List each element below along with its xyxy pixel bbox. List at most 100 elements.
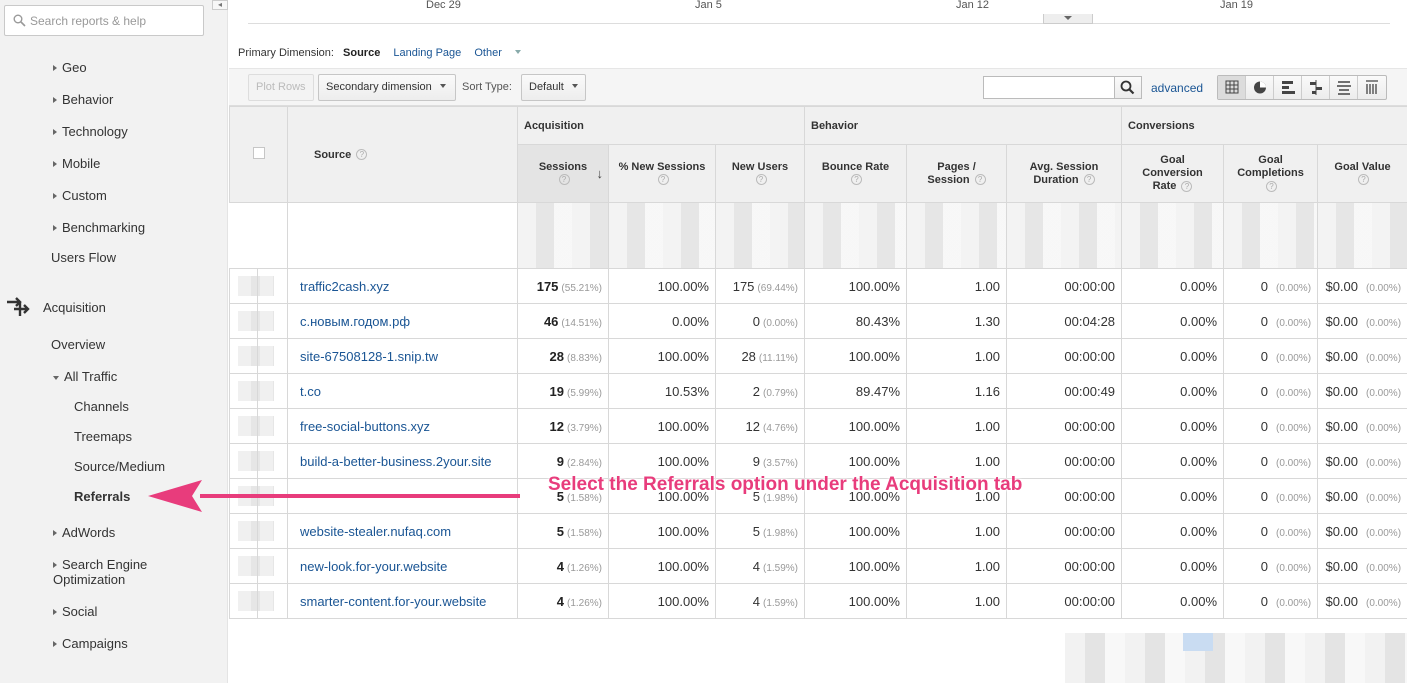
nav-item-channels[interactable]: Channels bbox=[74, 399, 129, 414]
term-cloud-view-button[interactable] bbox=[1330, 76, 1358, 99]
nav-item-social[interactable]: Social bbox=[53, 604, 97, 619]
select-all-cell[interactable] bbox=[229, 106, 288, 203]
help-icon[interactable]: ? bbox=[974, 174, 986, 186]
blurred-total bbox=[1224, 203, 1318, 268]
avg-duration-cell: 00:00:00 bbox=[1005, 513, 1123, 549]
help-icon[interactable]: ? bbox=[1358, 174, 1370, 186]
help-icon[interactable]: ? bbox=[1181, 180, 1193, 192]
blurred-checkbox bbox=[260, 591, 274, 611]
row-checkbox-cell[interactable] bbox=[257, 303, 288, 339]
timeline-chart: Dec 29 Jan 5 Jan 12 Jan 19 bbox=[248, 0, 1390, 24]
table-row[interactable]: 5 (1.58%) 100.00% 5 (1.98%) 100.00% 1.00 00:00:… bbox=[229, 478, 1407, 514]
nav-item-treemaps[interactable]: Treemaps bbox=[74, 429, 133, 444]
goal-completions-cell: 0 (0.00%) bbox=[1223, 303, 1319, 339]
nav-item-adwords[interactable]: AdWords bbox=[53, 525, 115, 540]
select-all-checkbox[interactable] bbox=[252, 147, 265, 159]
source-column-header[interactable]: Source ? bbox=[287, 106, 518, 203]
table-row[interactable]: site-67508128-1.snip.tw 28 (8.83%) 100.00% 2… bbox=[229, 338, 1407, 374]
summary-cell bbox=[1005, 202, 1123, 269]
collapse-sidebar-button[interactable]: ◂ bbox=[212, 0, 228, 10]
table-row[interactable]: free-social-buttons.xyz 12 (3.79%) 100.00% 1… bbox=[229, 408, 1407, 444]
nav-item-all-traffic[interactable]: All Traffic bbox=[53, 369, 117, 384]
row-checkbox-cell[interactable] bbox=[257, 408, 288, 444]
table-row[interactable]: smarter-content.for-your.website 4 (1.26%)… bbox=[229, 583, 1407, 619]
advanced-filter-link[interactable]: advanced bbox=[1151, 81, 1204, 95]
bounce-rate-column-header[interactable]: Bounce Rate? bbox=[804, 144, 907, 203]
row-index-cell bbox=[229, 583, 264, 619]
source-link[interactable]: site-67508128-1.snip.tw bbox=[287, 338, 518, 374]
dimension-other-dropdown[interactable]: Other bbox=[474, 47, 531, 59]
help-icon[interactable]: ? bbox=[657, 174, 669, 186]
help-icon[interactable]: ? bbox=[558, 174, 570, 186]
row-checkbox-cell[interactable] bbox=[257, 373, 288, 409]
nav-item-seo[interactable]: Search Engine Optimization bbox=[53, 557, 148, 587]
nav-item-geo[interactable]: Geo bbox=[53, 60, 87, 75]
goal-completions-cell: 0 (0.00%) bbox=[1223, 583, 1319, 619]
table-row[interactable]: с.новым.годом.рф 46 (14.51%) 0.00% 0 (0.00%) 8… bbox=[229, 303, 1407, 339]
plot-rows-button[interactable]: Plot Rows bbox=[248, 74, 314, 101]
row-checkbox-cell[interactable] bbox=[257, 443, 288, 479]
source-link[interactable]: t.co bbox=[287, 373, 518, 409]
source-link[interactable]: build-a-better-business.2your.site bbox=[287, 443, 518, 479]
goal-value-column-header[interactable]: Goal Value? bbox=[1317, 144, 1407, 203]
goal-conversion-rate-column-header[interactable]: Goal Conversion Rate ? bbox=[1121, 144, 1225, 203]
help-icon[interactable]: ? bbox=[1266, 180, 1278, 192]
table-filter-input[interactable] bbox=[983, 76, 1115, 99]
source-link[interactable]: new-look.for-your.website bbox=[287, 548, 518, 584]
avg-session-duration-column-header[interactable]: Avg. Session Duration ? bbox=[1005, 144, 1123, 203]
expand-icon bbox=[53, 97, 57, 103]
table-row[interactable]: build-a-better-business.2your.site 9 (2.84… bbox=[229, 443, 1407, 479]
help-icon[interactable]: ? bbox=[356, 149, 368, 161]
nav-item-custom[interactable]: Custom bbox=[53, 188, 107, 203]
table-row[interactable]: t.co 19 (5.99%) 10.53% 2 (0.79%) 89.47% 1.16 00:… bbox=[229, 373, 1407, 409]
table-filter-search-button[interactable] bbox=[1114, 76, 1142, 99]
nav-section-acquisition[interactable]: Acquisition bbox=[43, 300, 106, 315]
table-row[interactable]: website-stealer.nufaq.com 5 (1.58%) 100.00%… bbox=[229, 513, 1407, 549]
help-icon[interactable]: ? bbox=[1083, 174, 1095, 186]
new-users-column-header[interactable]: New Users? bbox=[715, 144, 805, 203]
pie-view-button[interactable] bbox=[1246, 76, 1274, 99]
compare-view-button[interactable] bbox=[1302, 76, 1330, 99]
dimension-landing-page[interactable]: Landing Page bbox=[393, 47, 462, 59]
goal-completions-column-header[interactable]: Goal Completions? bbox=[1223, 144, 1319, 203]
new-sessions-column-header[interactable]: % New Sessions? bbox=[608, 144, 716, 203]
table-row[interactable]: traffic2cash.xyz 175 (55.21%) 100.00% 175 (69… bbox=[229, 268, 1407, 304]
nav-item-benchmarking[interactable]: Benchmarking bbox=[53, 220, 145, 235]
source-link[interactable]: с.новым.годом.рф bbox=[287, 303, 518, 339]
nav-item-users-flow[interactable]: Users Flow bbox=[51, 250, 117, 265]
row-checkbox-cell[interactable] bbox=[257, 338, 288, 374]
grid-view-button[interactable] bbox=[1218, 76, 1246, 99]
source-link[interactable]: smarter-content.for-your.website bbox=[287, 583, 518, 619]
source-link[interactable]: free-social-buttons.xyz bbox=[287, 408, 518, 444]
sessions-column-header[interactable]: Sessions? ↓ bbox=[517, 144, 609, 203]
dimension-source[interactable]: Source bbox=[343, 47, 381, 59]
chart-toggle-button[interactable] bbox=[1043, 14, 1093, 24]
sort-type-dropdown[interactable]: Default bbox=[521, 74, 586, 101]
source-link[interactable]: website-stealer.nufaq.com bbox=[287, 513, 518, 549]
help-icon[interactable]: ? bbox=[851, 174, 862, 186]
source-link[interactable]: traffic2cash.xyz bbox=[287, 268, 518, 304]
secondary-dimension-dropdown[interactable]: Secondary dimension bbox=[318, 74, 456, 101]
search-input[interactable]: Search reports & help bbox=[4, 5, 204, 36]
table-row[interactable]: new-look.for-your.website 4 (1.26%) 100.00%… bbox=[229, 548, 1407, 584]
nav-item-mobile[interactable]: Mobile bbox=[53, 156, 100, 171]
row-checkbox-cell[interactable] bbox=[257, 268, 288, 304]
nav-item-referrals[interactable]: Referrals bbox=[74, 489, 131, 504]
new-users-cell: 9 (3.57%) bbox=[715, 443, 805, 479]
new-users-cell: 12 (4.76%) bbox=[715, 408, 805, 444]
pages-session-column-header[interactable]: Pages / Session ? bbox=[906, 144, 1007, 203]
nav-item-technology[interactable]: Technology bbox=[53, 124, 128, 139]
nav-item-overview[interactable]: Overview bbox=[51, 337, 106, 352]
pivot-view-button[interactable] bbox=[1358, 76, 1386, 99]
help-icon[interactable]: ? bbox=[755, 174, 767, 186]
row-checkbox-cell[interactable] bbox=[257, 583, 288, 619]
expand-icon bbox=[53, 65, 57, 71]
nav-item-behavior[interactable]: Behavior bbox=[53, 92, 113, 107]
nav-item-campaigns[interactable]: Campaigns bbox=[53, 636, 128, 651]
timeline-label: Jan 12 bbox=[956, 0, 990, 11]
nav-item-source-medium[interactable]: Source/Medium bbox=[74, 459, 166, 474]
row-checkbox-cell[interactable] bbox=[257, 548, 288, 584]
row-index-cell bbox=[229, 338, 264, 374]
bar-view-button[interactable] bbox=[1274, 76, 1302, 99]
expand-icon bbox=[53, 129, 57, 135]
